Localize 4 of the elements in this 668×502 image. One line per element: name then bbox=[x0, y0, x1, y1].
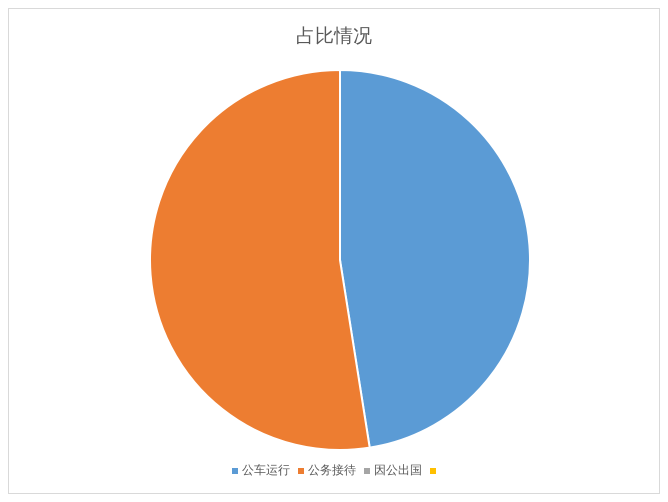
legend-label: 公务接待 bbox=[308, 462, 356, 479]
legend-label: 公车运行 bbox=[242, 462, 290, 479]
chart-title: 占比情况 bbox=[295, 24, 373, 49]
legend-label: 因公出国 bbox=[374, 462, 422, 479]
